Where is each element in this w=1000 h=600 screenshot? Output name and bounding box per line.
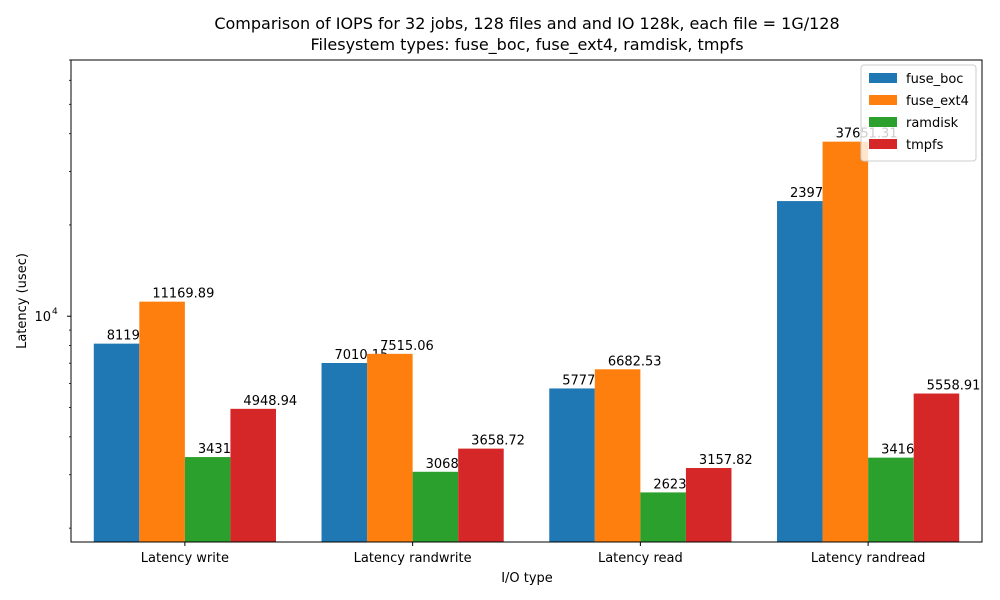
bar-label-tmpfs-0: 4948.94 [243,394,297,409]
y-tick-label-base: 10 [34,310,51,325]
plot-frame [70,59,983,543]
bar-fuse_boc-1 [321,362,368,542]
bar-fuse_ext4-2 [594,369,641,542]
x-axis-label: I/O type [501,571,553,586]
bar-fuse_boc-3 [777,201,823,542]
legend-swatch-fuse_boc [869,73,897,83]
plot-area: 8119.767010.155777.3823977.7711169.89751… [93,127,981,543]
bar-fuse_ext4-0 [139,301,185,542]
legend-label-tmpfs: tmpfs [906,138,944,153]
bar-fuse_boc-0 [93,343,140,542]
legend-label-fuse_boc: fuse_boc [906,72,963,87]
bar-label-fuse_ext4-1: 7515.06 [380,339,434,354]
chart-title-line1: Comparison of IOPS for 32 jobs, 128 file… [214,14,839,33]
bar-tmpfs-3 [913,393,960,542]
x-tick-label-0: Latency write [141,551,229,566]
legend-swatch-ramdisk [869,117,897,127]
y-tick-label-exponent: 4 [52,307,58,317]
legend-box [860,64,977,162]
bar-fuse_ext4-1 [367,353,413,542]
bar-label-fuse_ext4-2: 6682.53 [608,354,662,369]
bar-fuse_ext4-3 [822,141,869,543]
bar-tmpfs-0 [230,408,276,542]
bar-ramdisk-1 [412,471,459,542]
bar-fuse_boc-2 [549,388,595,542]
x-tick-label-1: Latency randwrite [354,551,472,566]
y-axis-label: Latency (usec) [15,253,30,349]
bar-tmpfs-1 [458,448,504,542]
bar-label-tmpfs-2: 3157.82 [699,453,753,468]
bar-ramdisk-0 [184,457,231,542]
x-axis: Latency write Latency randwrite Latency re… [141,542,926,566]
y-tick-label: 10 4 [34,307,58,325]
legend-label-ramdisk: ramdisk [906,116,959,131]
bar-label-tmpfs-1: 3658.72 [471,434,525,449]
legend-swatch-fuse_ext4 [869,95,897,105]
bar-label-fuse_ext4-0: 11169.89 [152,287,214,302]
x-tick-label-3: Latency randread [811,551,926,566]
y-axis: 10 4 [34,59,71,529]
legend-label-fuse_ext4: fuse_ext4 [906,94,969,109]
x-tick-label-2: Latency read [598,551,683,566]
bar-label-tmpfs-3: 5558.91 [927,379,981,394]
chart-title-line2: Filesystem types: fuse_boc, fuse_ext4, r… [310,35,743,55]
bar-ramdisk-3 [868,457,914,542]
bar-ramdisk-2 [640,492,686,542]
bar-tmpfs-2 [685,467,732,542]
legend-swatch-tmpfs [869,139,897,149]
